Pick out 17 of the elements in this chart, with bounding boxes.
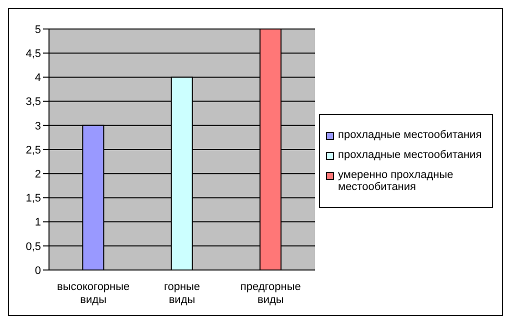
- legend-label: прохладные местообитания: [338, 149, 482, 161]
- y-tick-label: 5: [34, 24, 41, 36]
- y-tick-label: 1: [34, 216, 41, 229]
- y-tick-label: 4,5: [26, 48, 41, 60]
- x-tick-label: высокогорные виды: [57, 281, 130, 306]
- y-tick-label: 3,5: [26, 96, 41, 108]
- y-tick-label: 3: [34, 120, 41, 132]
- x-tick-label: предгорные виды: [240, 281, 301, 306]
- y-tick-label: 4: [34, 72, 41, 84]
- x-tick-label: горные виды: [164, 281, 200, 306]
- legend-label: умеренно прохладные местообитания: [338, 169, 454, 193]
- y-tick-label: 2,5: [26, 144, 41, 156]
- y-tick-label: 2: [34, 168, 41, 181]
- legend-label: прохладные местообитания: [338, 129, 482, 141]
- y-tick-label: 0,5: [26, 240, 41, 253]
- y-tick-label: 0: [34, 264, 41, 277]
- y-tick-label: 1,5: [26, 192, 41, 205]
